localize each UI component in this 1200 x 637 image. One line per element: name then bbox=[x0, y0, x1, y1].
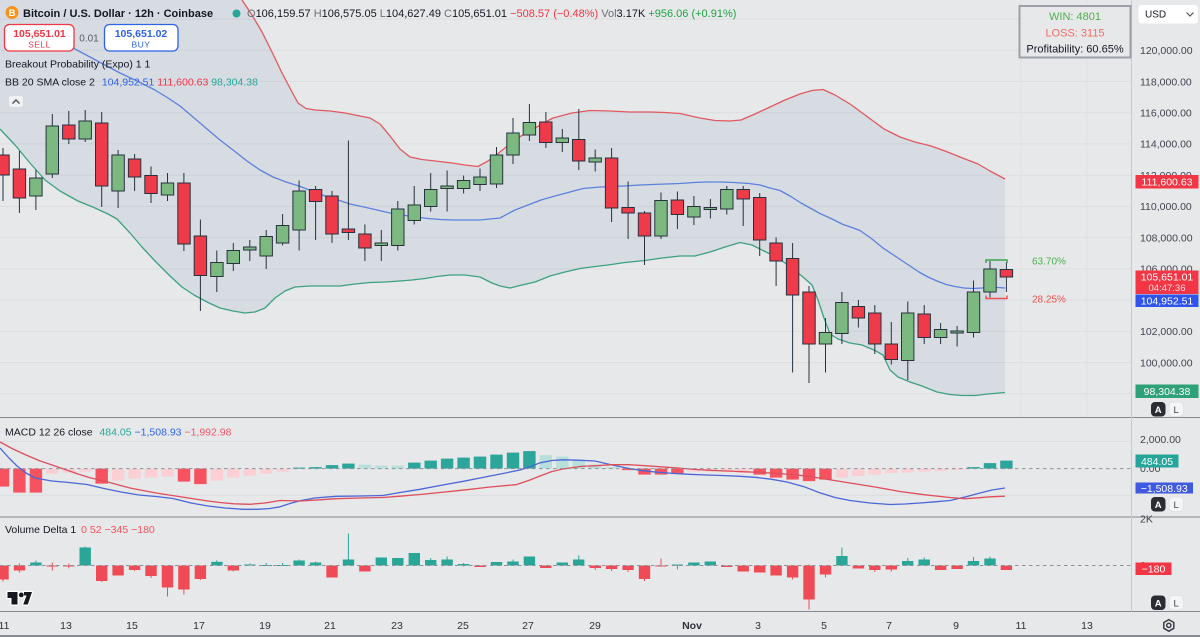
svg-text:BB 20 SMA close 2 104,952.51 1: BB 20 SMA close 2 104,952.51 111,600.63 … bbox=[5, 77, 258, 89]
svg-text:5: 5 bbox=[821, 620, 827, 632]
svg-text:B: B bbox=[9, 8, 16, 19]
svg-text:3: 3 bbox=[755, 620, 761, 632]
svg-text:110,000.00: 110,000.00 bbox=[1140, 201, 1192, 213]
svg-text:MACD 12 26 close 484.05 −1,508: MACD 12 26 close 484.05 −1,508.93 −1,992… bbox=[5, 427, 232, 439]
svg-text:−180: −180 bbox=[1142, 564, 1166, 576]
svg-text:13: 13 bbox=[60, 620, 72, 632]
svg-text:0.01: 0.01 bbox=[79, 34, 99, 45]
svg-text:2,000.00: 2,000.00 bbox=[1140, 434, 1181, 446]
svg-text:111,600.63: 111,600.63 bbox=[1142, 177, 1193, 189]
svg-text:−1,508.93: −1,508.93 bbox=[1141, 483, 1188, 495]
svg-text:Volume Delta 1 0 52 −345 −180: Volume Delta 1 0 52 −345 −180 bbox=[5, 524, 155, 536]
svg-text:118,000.00: 118,000.00 bbox=[1140, 76, 1192, 88]
svg-text:Nov: Nov bbox=[682, 620, 702, 632]
svg-text:27: 27 bbox=[522, 620, 534, 632]
svg-text:100,000.00: 100,000.00 bbox=[1140, 357, 1193, 369]
svg-text:108,000.00: 108,000.00 bbox=[1140, 232, 1193, 244]
svg-text:25: 25 bbox=[457, 620, 469, 632]
svg-text:104,952.51: 104,952.51 bbox=[1141, 296, 1194, 308]
svg-text:28.25%: 28.25% bbox=[1032, 295, 1066, 306]
svg-text:114,000.00: 114,000.00 bbox=[1140, 139, 1192, 151]
svg-text:L: L bbox=[1174, 598, 1179, 609]
svg-text:63.70%: 63.70% bbox=[1032, 257, 1066, 268]
svg-text:11: 11 bbox=[1016, 620, 1027, 632]
svg-text:Breakout Probability (Expo) 1: Breakout Probability (Expo) 1 1 bbox=[5, 59, 150, 71]
svg-text:LOSS: 3115: LOSS: 3115 bbox=[1045, 28, 1104, 40]
svg-text:9: 9 bbox=[953, 620, 959, 632]
svg-text:SELL: SELL bbox=[28, 40, 51, 50]
svg-text:A: A bbox=[1155, 405, 1162, 416]
svg-text:O106,159.57 H106,575.05 L104,6: O106,159.57 H106,575.05 L104,627.49 C105… bbox=[247, 8, 736, 20]
svg-text:29: 29 bbox=[589, 620, 601, 632]
svg-text:17: 17 bbox=[193, 620, 205, 632]
svg-text:A: A bbox=[1155, 598, 1162, 609]
svg-text:15: 15 bbox=[126, 620, 138, 632]
svg-text:7: 7 bbox=[886, 620, 892, 632]
svg-text:L: L bbox=[1174, 405, 1179, 416]
svg-text:WIN: 4801: WIN: 4801 bbox=[1049, 11, 1101, 23]
svg-text:105,651.01: 105,651.01 bbox=[1141, 272, 1194, 284]
svg-text:105,651.01: 105,651.01 bbox=[13, 28, 66, 40]
svg-text:116,000.00: 116,000.00 bbox=[1140, 108, 1192, 120]
svg-text:BUY: BUY bbox=[132, 40, 151, 50]
svg-text:11: 11 bbox=[0, 620, 10, 632]
svg-text:21: 21 bbox=[324, 620, 336, 632]
svg-text:USD: USD bbox=[1145, 10, 1166, 21]
svg-text:105,651.02: 105,651.02 bbox=[115, 28, 168, 40]
svg-text:19: 19 bbox=[259, 620, 271, 632]
svg-text:2K: 2K bbox=[1140, 514, 1153, 526]
svg-text:98,304.38: 98,304.38 bbox=[1144, 386, 1191, 398]
svg-text:L: L bbox=[1174, 500, 1179, 511]
svg-text:484.05: 484.05 bbox=[1141, 456, 1173, 468]
svg-text:Bitcoin / U.S. Dollar · 12h ·: Bitcoin / U.S. Dollar · 12h · Coinbase bbox=[23, 8, 213, 20]
svg-text:A: A bbox=[1155, 500, 1162, 511]
svg-text:Profitability: 60.65%: Profitability: 60.65% bbox=[1026, 44, 1123, 56]
svg-text:13: 13 bbox=[1081, 620, 1093, 632]
svg-text:04:47:36: 04:47:36 bbox=[1149, 283, 1186, 294]
svg-text:23: 23 bbox=[391, 620, 403, 632]
svg-text:120,000.00: 120,000.00 bbox=[1140, 45, 1193, 57]
svg-text:102,000.00: 102,000.00 bbox=[1140, 326, 1193, 338]
